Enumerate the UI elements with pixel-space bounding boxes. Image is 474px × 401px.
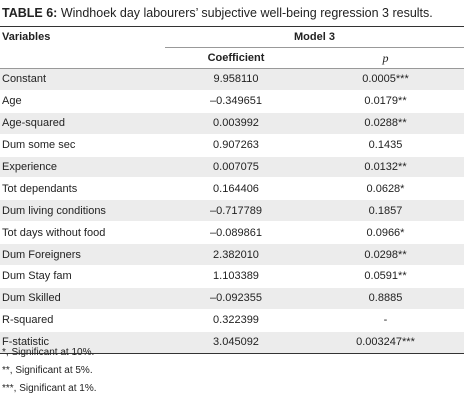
coefficient-cell: –0.089861	[165, 221, 307, 245]
p-value-cell: 0.0132**	[307, 156, 464, 179]
header-coefficient: Coefficient	[165, 47, 307, 69]
coefficient-cell: –0.092355	[165, 287, 307, 310]
variable-cell: F-statistic	[0, 331, 165, 354]
p-value-cell: 0.0298**	[307, 243, 464, 267]
p-value-cell: 0.003247***	[307, 331, 464, 354]
table-row: Dum Foreigners 2.382010 0.0298**	[0, 243, 464, 267]
table-row: R-squared 0.322399-	[0, 309, 464, 332]
coefficient-cell: 2.382010	[165, 243, 307, 267]
coefficient-cell: 1.103389	[165, 265, 307, 288]
coefficient-cell: –0.349651	[165, 90, 307, 113]
footnote: *, Significant at 10%.	[2, 347, 95, 358]
coefficient-cell: 0.164406	[165, 177, 307, 201]
p-value-cell: 0.0591**	[307, 265, 464, 288]
coefficient-cell: 3.045092	[165, 331, 307, 354]
variable-cell: Age-squared	[0, 112, 165, 135]
table-row: F-statistic 3.045092 0.003247***	[0, 331, 464, 354]
variable-cell: Experience	[0, 156, 165, 179]
footnote: **, Significant at 5%.	[2, 365, 93, 376]
regression-table: Variables Model 3 Coefficient p Constant…	[0, 26, 464, 354]
table-row: Dum Stay fam 1.103389 0.0591**	[0, 265, 464, 288]
p-value-cell: 0.0628*	[307, 177, 464, 201]
p-value-cell: 0.0005***	[307, 68, 464, 91]
p-value-cell: 0.0288**	[307, 112, 464, 135]
table-row: Dum some sec 0.907263 0.1435	[0, 134, 464, 157]
coefficient-cell: 0.907263	[165, 134, 307, 157]
coefficient-cell: –0.717789	[165, 199, 307, 223]
table-row: Tot days without food –0.089861 0.0966*	[0, 221, 464, 245]
variable-cell: Dum living conditions	[0, 199, 165, 223]
variable-cell: Dum some sec	[0, 134, 165, 157]
p-value-cell: 0.1857	[307, 199, 464, 223]
table-body: Constant 9.958110 0.0005*** Age –0.349651 0.0…	[0, 68, 464, 354]
variable-cell: Dum Foreigners	[0, 243, 165, 267]
p-value-cell: 0.0179**	[307, 90, 464, 113]
table-row: Dum Skilled –0.092355 0.8885	[0, 287, 464, 310]
title-label: TABLE 6:	[2, 6, 58, 20]
title-text: Windhoek day labourers’ subjective well-…	[60, 6, 433, 20]
footnote: ***, Significant at 1%.	[2, 383, 97, 394]
table-row: Tot dependants 0.164406 0.0628*	[0, 177, 464, 201]
header-p: p	[307, 47, 464, 69]
variable-cell: Dum Skilled	[0, 287, 165, 310]
p-value-cell: 0.1435	[307, 134, 464, 157]
variable-cell: Tot dependants	[0, 177, 165, 201]
p-value-cell: 0.8885	[307, 287, 464, 310]
coefficient-cell: 0.007075	[165, 156, 307, 179]
variable-cell: Constant	[0, 68, 165, 91]
table-title: TABLE 6: Windhoek day labourers’ subject…	[2, 6, 433, 20]
table-row: Experience 0.007075 0.0132**	[0, 156, 464, 179]
coefficient-cell: 9.958110	[165, 68, 307, 91]
variable-cell: R-squared	[0, 309, 165, 332]
footnotes: *, Significant at 10%. **, Significant at…	[2, 344, 97, 398]
table-row: Constant 9.958110 0.0005***	[0, 68, 464, 91]
variable-cell: Tot days without food	[0, 221, 165, 245]
header-variables: Variables	[0, 26, 165, 48]
table-row: Age-squared 0.003992 0.0288**	[0, 112, 464, 135]
table-row: Age –0.349651 0.0179**	[0, 90, 464, 113]
p-value-cell: -	[307, 309, 464, 332]
variable-cell: Age	[0, 90, 165, 113]
header-model: Model 3	[165, 26, 464, 48]
coefficient-cell: 0.322399	[165, 309, 307, 332]
variable-cell: Dum Stay fam	[0, 265, 165, 288]
table-row: Dum living conditions –0.717789 0.1857	[0, 199, 464, 223]
p-value-cell: 0.0966*	[307, 221, 464, 245]
coefficient-cell: 0.003992	[165, 112, 307, 135]
